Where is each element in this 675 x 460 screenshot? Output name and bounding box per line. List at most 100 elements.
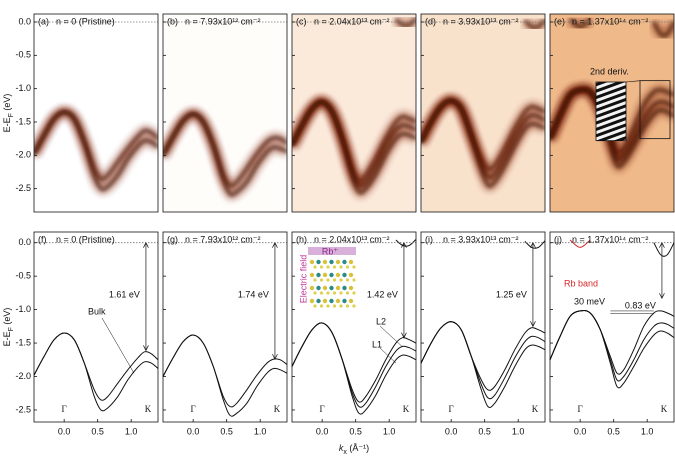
- atom: [339, 304, 343, 308]
- band-line: [33, 332, 159, 412]
- x-tick-label: 1.0: [641, 426, 654, 436]
- rb-layer: [308, 247, 356, 255]
- atom: [329, 298, 334, 304]
- crystal-structure: [309, 259, 356, 308]
- y-tick-label: -1.0: [15, 304, 31, 314]
- panel-label: (e): [554, 16, 565, 26]
- x-tick-label: 0.0: [574, 426, 587, 436]
- pointer: [101, 317, 135, 374]
- atom: [348, 285, 354, 291]
- atom: [329, 259, 334, 265]
- inset-box: [639, 80, 671, 140]
- x-tick-label: 0.0: [58, 426, 71, 436]
- panel-label: (h): [296, 234, 307, 244]
- annotation: Rb band: [564, 278, 598, 288]
- panel-label: (d): [425, 16, 436, 26]
- panel-title: n = 7.93x10¹² cm⁻²: [185, 16, 261, 26]
- arrow-head: [659, 293, 665, 300]
- atom: [345, 278, 350, 282]
- x-axis-label-part: x: [343, 449, 347, 456]
- y-tick-label: -2.5: [15, 183, 31, 193]
- gap-label: 1.61 eV: [109, 289, 140, 299]
- atom: [313, 265, 317, 269]
- panel-label: (g): [167, 234, 178, 244]
- panel-frame: [33, 13, 159, 213]
- intensity-core: [421, 99, 545, 188]
- x-tick-label: 0.5: [220, 426, 233, 436]
- intensity-core: [292, 100, 416, 195]
- inset-connector: [625, 80, 641, 83]
- atom: [322, 272, 328, 278]
- panel-title: n = 3.93x10¹³ cm⁻²: [443, 234, 519, 244]
- intensity-core: [34, 110, 158, 191]
- panel-frame: [162, 13, 288, 213]
- atom: [309, 272, 315, 278]
- atom: [319, 304, 324, 308]
- annotation: 30 meV: [574, 296, 605, 306]
- band-line: [162, 334, 288, 417]
- panel-label: (b): [167, 16, 178, 26]
- intensity-core: [652, 21, 674, 37]
- band-line: [291, 322, 417, 415]
- atom: [313, 291, 317, 295]
- atom: [316, 272, 321, 278]
- arrow-head: [401, 332, 407, 339]
- atom: [329, 272, 334, 278]
- high-symmetry-label: Γ: [320, 404, 325, 414]
- panel-frame: [549, 13, 675, 213]
- arrow-head: [530, 321, 536, 328]
- atom: [313, 304, 317, 308]
- intensity-core: [523, 18, 545, 29]
- pointer: [379, 347, 397, 364]
- atom: [342, 272, 347, 278]
- gap-label: 1.42 eV: [367, 289, 398, 299]
- atom: [316, 285, 321, 291]
- panel-title: n = 0 (Pristine): [56, 16, 115, 26]
- panel-background: [163, 232, 287, 422]
- x-tick-label: 0.5: [607, 426, 620, 436]
- band-line: [549, 310, 675, 389]
- y-axis-label-part: E-E: [2, 331, 12, 346]
- atom: [335, 259, 341, 265]
- y-axis-label: E-EF (eV): [2, 94, 15, 133]
- panel-title: n = 2.04x10¹³ cm⁻²: [314, 16, 390, 26]
- intensity: [421, 16, 545, 191]
- panel-frame: [549, 231, 675, 423]
- atom: [345, 265, 350, 269]
- atom: [348, 259, 354, 265]
- atom: [326, 265, 330, 269]
- panel-frame: [420, 231, 546, 423]
- atom: [326, 304, 330, 308]
- atom: [335, 272, 341, 278]
- annotation: Bulk: [88, 306, 106, 316]
- high-symmetry-label: K: [403, 404, 410, 414]
- y-axis-label-part: E-E: [2, 117, 12, 132]
- atom: [352, 304, 356, 308]
- band-line: [653, 242, 675, 257]
- band-line: [420, 321, 546, 408]
- atom: [319, 291, 324, 295]
- panel-label: (c): [296, 16, 307, 26]
- atom: [339, 265, 343, 269]
- atom: [352, 278, 356, 282]
- atom: [342, 259, 347, 265]
- annotation: Electric field: [298, 255, 308, 304]
- annotation: L2: [376, 316, 386, 326]
- atom: [322, 285, 328, 291]
- x-axis-label-part: k: [339, 443, 344, 453]
- y-tick-label: -0.5: [15, 271, 31, 281]
- atom: [322, 259, 328, 265]
- x-tick-label: 0.0: [187, 426, 200, 436]
- x-tick-label: 1.0: [383, 426, 396, 436]
- panel-title: n = 0 (Pristine): [56, 234, 115, 244]
- intensity: [34, 107, 158, 194]
- band-line: [524, 240, 546, 249]
- high-symmetry-label: Γ: [578, 404, 583, 414]
- intensity: [163, 109, 287, 200]
- panel-background: [34, 232, 158, 422]
- atom: [339, 291, 343, 295]
- high-symmetry-label: K: [532, 404, 539, 414]
- atom: [316, 259, 321, 265]
- y-axis-label-part: F: [8, 327, 15, 331]
